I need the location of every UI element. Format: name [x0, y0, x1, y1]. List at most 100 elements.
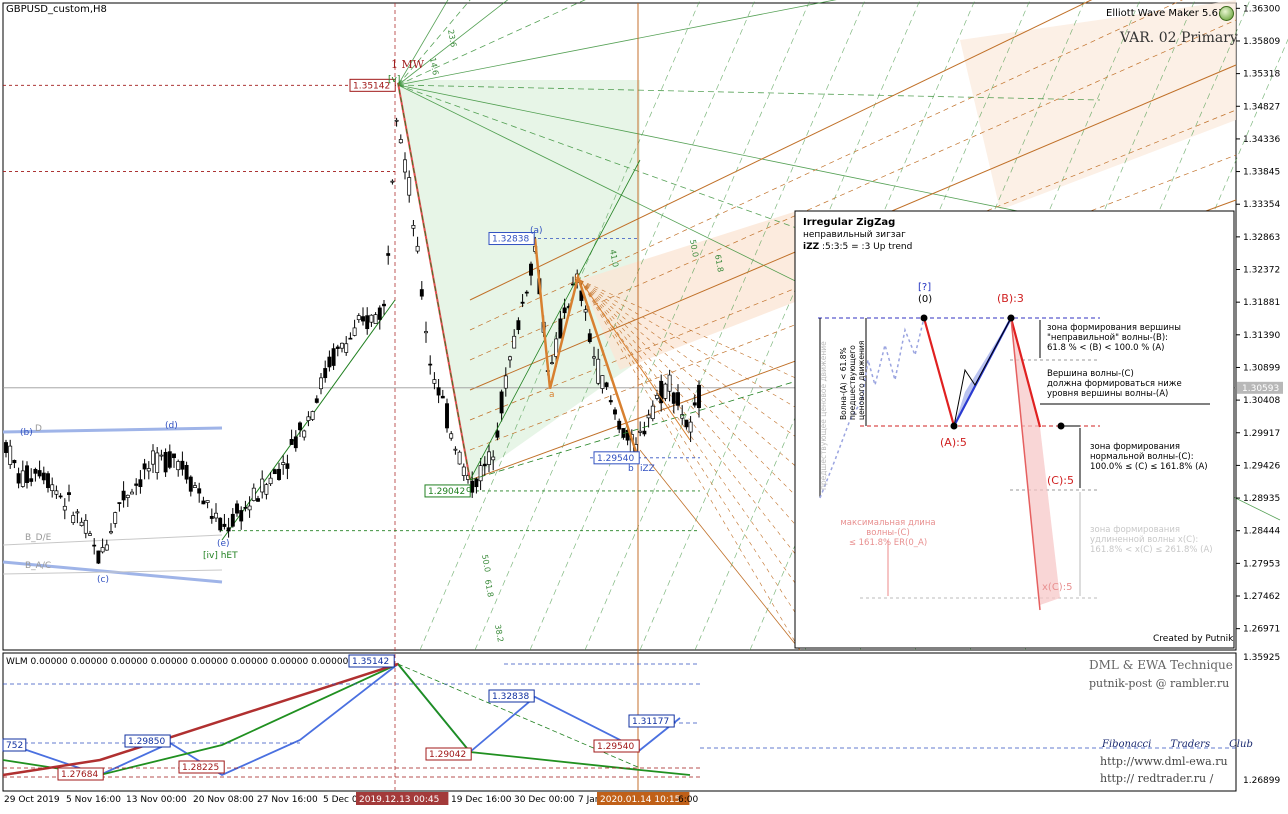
- indicator-status-icon[interactable]: [1219, 6, 1234, 21]
- branding-site-1[interactable]: http://www.dml-ewa.ru: [1100, 755, 1228, 768]
- candle-body: [344, 343, 349, 353]
- wave-label: B_A/C: [25, 561, 51, 571]
- candle-body: [453, 448, 458, 451]
- fib-fan-line: [397, 84, 1101, 101]
- candle-body: [348, 337, 353, 340]
- time-label: 20 Nov 08:00: [193, 795, 254, 805]
- candle-body: [16, 473, 21, 484]
- wlm-label-box: [178, 760, 225, 774]
- note-c-line: нормальной волны-(C):: [1090, 452, 1194, 462]
- price-tick-label: 1.26971: [1243, 625, 1280, 635]
- candle-body: [558, 318, 563, 339]
- vert-a-line: предшествующего: [848, 345, 857, 420]
- candle-body: [20, 470, 25, 487]
- fib-level-label: 14.6: [428, 57, 440, 76]
- candle-body: [554, 338, 559, 357]
- candle-body: [671, 392, 676, 404]
- time-label: 5 Dec 0: [323, 795, 358, 805]
- candle-body: [130, 491, 134, 495]
- candle-body: [235, 503, 239, 514]
- candle-body: [268, 477, 273, 485]
- price-tick-label: 1.30408: [1243, 396, 1280, 406]
- note-b-line: 61.8 % < (B) < 100.0 % (A): [1047, 343, 1164, 353]
- candle-body: [440, 395, 445, 399]
- candle-body: [415, 245, 420, 252]
- price-label: 1.35142: [353, 81, 390, 91]
- wlm-label: 1.29850: [128, 737, 165, 747]
- wlm-label: 752: [6, 741, 23, 751]
- candle-body: [125, 494, 130, 498]
- candle-body: [432, 379, 437, 384]
- candle-body: [503, 375, 508, 389]
- price-tick-label: 1.35318: [1243, 70, 1280, 80]
- candle-body: [403, 159, 407, 173]
- candle-body: [184, 464, 189, 480]
- candle-body: [478, 465, 483, 482]
- candle-body: [260, 478, 265, 493]
- candle-body: [46, 473, 50, 489]
- candle-body: [608, 400, 613, 403]
- candle-body: [600, 375, 605, 389]
- note-top-line: Вершина волны-(C): [1047, 369, 1134, 379]
- note-c-line: 100.0% ≤ (C) ≤ 161.8% (A): [1090, 462, 1208, 472]
- candle-body: [428, 363, 433, 366]
- candle-body: [461, 466, 466, 476]
- point-label-q: [?]: [918, 282, 931, 293]
- fib-channel-orange: [469, 0, 1183, 331]
- candle-body: [642, 430, 647, 435]
- wave-point: [920, 314, 928, 322]
- price-label-box: [424, 484, 471, 498]
- fib-level-label: 41.0: [608, 249, 620, 268]
- point-label-0: (0): [918, 294, 932, 305]
- candle-body: [520, 301, 525, 304]
- time-label: 5 Nov 16:00: [66, 795, 121, 805]
- candle-body: [302, 430, 307, 438]
- candle-body: [201, 500, 206, 505]
- wave-label: (e): [217, 539, 230, 549]
- candle-body: [264, 484, 269, 495]
- candle-body: [29, 478, 34, 482]
- price-tick-label: 1.30899: [1243, 363, 1280, 373]
- candle-body: [394, 119, 399, 122]
- info-box-credit: Created by Putnik: [1153, 634, 1234, 644]
- candle-body: [361, 316, 365, 322]
- wave-label: 1 MW: [391, 58, 425, 71]
- candle-body: [205, 500, 210, 503]
- candle-body: [167, 451, 172, 468]
- candle-body: [314, 398, 319, 403]
- candle-body: [151, 450, 155, 465]
- branding-site-2[interactable]: http:// redtrader.ru /: [1100, 772, 1214, 785]
- wave-b-sub: [953, 317, 1012, 427]
- fib-fan-line: [397, 0, 837, 86]
- candle-body: [327, 356, 332, 368]
- fib-fan-orange: [579, 279, 801, 561]
- time-marker-label: 2019.12.13 00:45: [359, 795, 439, 805]
- zigzag-guide: [577, 276, 691, 441]
- time-label: 19 Dec 16:00: [451, 795, 512, 805]
- note-xc-line: удлиненной волны x(C):: [1090, 535, 1198, 545]
- candle-body: [407, 177, 412, 196]
- candle-body: [663, 383, 668, 399]
- candle-body: [88, 533, 92, 536]
- candle-body: [58, 495, 63, 498]
- price-tick-label: 1.34336: [1243, 135, 1280, 145]
- candle-body: [33, 468, 38, 474]
- wave-label: [iv] hET: [203, 551, 238, 561]
- candle-body: [470, 480, 475, 493]
- note-b-line: зона формирования вершины: [1047, 323, 1181, 333]
- candle-body: [512, 335, 517, 349]
- zigzag-path: [533, 238, 640, 459]
- candle-body: [398, 139, 403, 144]
- candle-body: [121, 490, 126, 501]
- wlm-label-box: [348, 654, 395, 668]
- price-tick-label: 1.34827: [1243, 102, 1280, 112]
- candle-body: [516, 320, 521, 330]
- candle-body: [365, 315, 370, 330]
- candle-body: [62, 505, 67, 511]
- fib-level-label: 50.0: [688, 239, 700, 258]
- candle-body: [592, 356, 596, 359]
- wave-label: (d): [165, 421, 178, 431]
- candle-body: [487, 451, 491, 465]
- wlm-label: 1.28225: [182, 763, 219, 773]
